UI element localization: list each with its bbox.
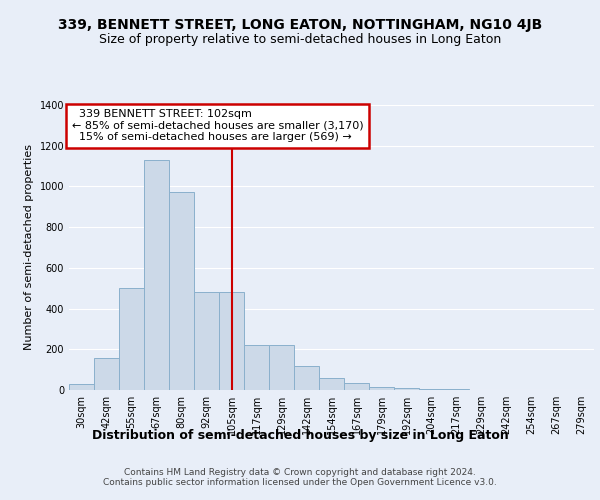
Text: Contains HM Land Registry data © Crown copyright and database right 2024.
Contai: Contains HM Land Registry data © Crown c… (103, 468, 497, 487)
Bar (94, 358, 119, 390)
Text: Distribution of semi-detached houses by size in Long Eaton: Distribution of semi-detached houses by … (92, 428, 508, 442)
Bar (419, 389, 444, 390)
Bar (294, 366, 319, 390)
Bar (269, 345, 294, 390)
Bar (369, 387, 394, 390)
Bar (169, 192, 194, 390)
Text: 339, BENNETT STREET, LONG EATON, NOTTINGHAM, NG10 4JB: 339, BENNETT STREET, LONG EATON, NOTTING… (58, 18, 542, 32)
Text: Size of property relative to semi-detached houses in Long Eaton: Size of property relative to semi-detach… (99, 32, 501, 46)
Bar (144, 160, 169, 390)
Text: 339 BENNETT STREET: 102sqm
← 85% of semi-detached houses are smaller (3,170)
  1: 339 BENNETT STREET: 102sqm ← 85% of semi… (71, 110, 363, 142)
Bar (119, 288, 144, 390)
Bar (219, 292, 244, 390)
Bar (194, 292, 219, 390)
Bar (394, 388, 419, 390)
Bar (69, 384, 94, 390)
Bar (344, 383, 369, 390)
Bar (319, 378, 344, 390)
Y-axis label: Number of semi-detached properties: Number of semi-detached properties (24, 144, 34, 350)
Bar (244, 345, 269, 390)
